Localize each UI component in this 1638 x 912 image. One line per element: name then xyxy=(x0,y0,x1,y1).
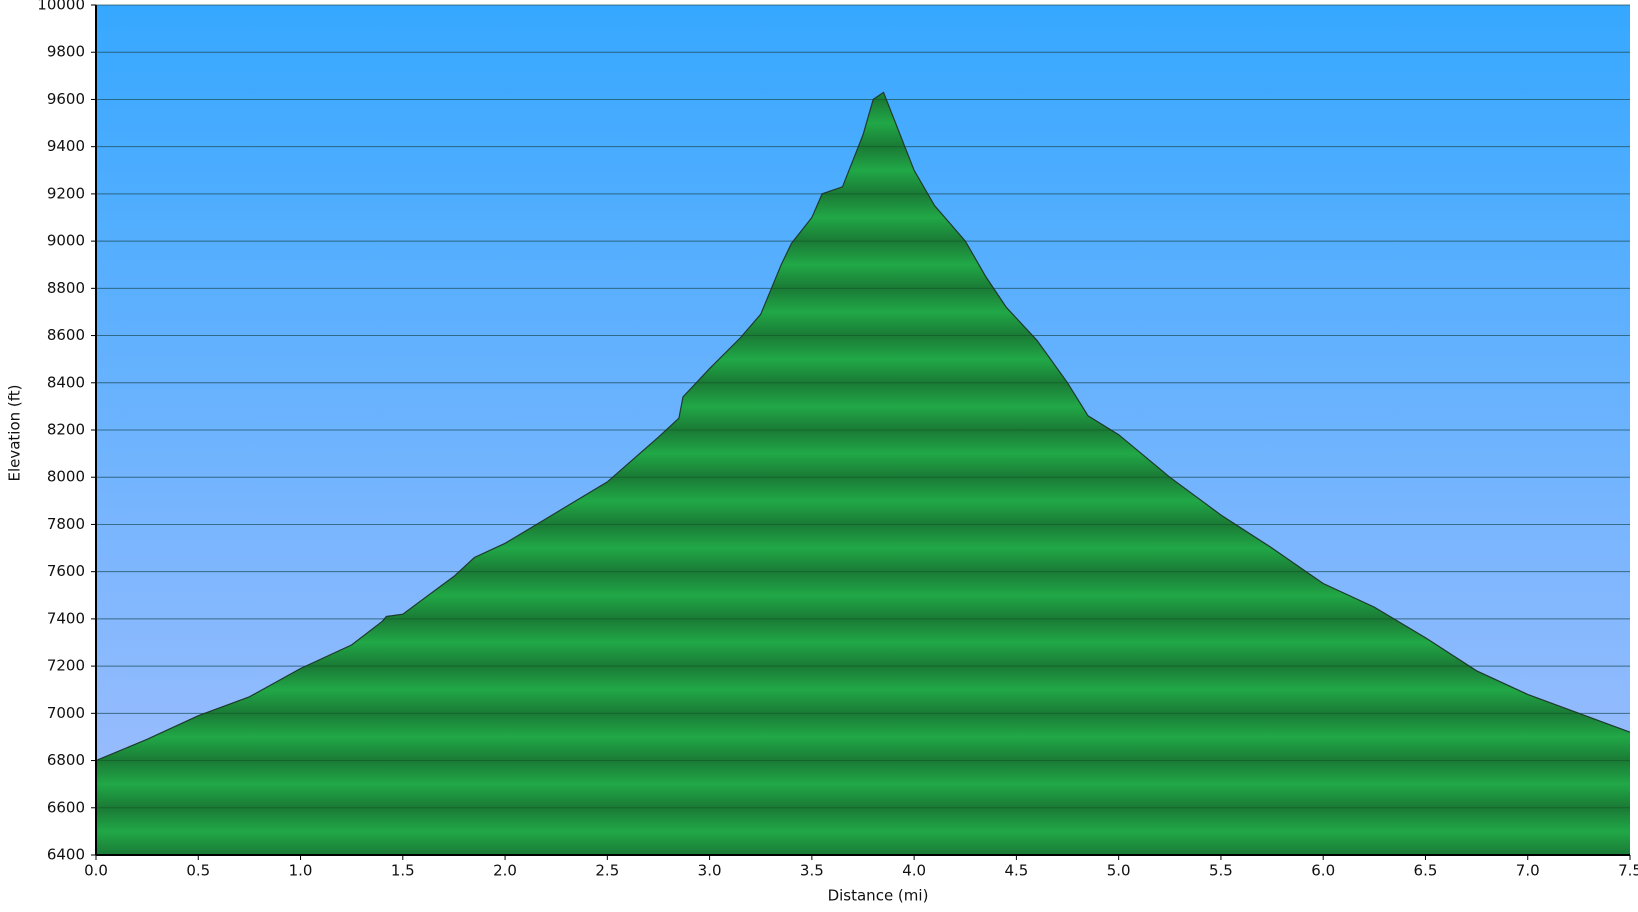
y-tick-label: 8000 xyxy=(47,468,85,486)
x-tick-label: 1.5 xyxy=(391,862,415,880)
y-tick-label: 7800 xyxy=(47,515,85,533)
y-tick-label: 8400 xyxy=(47,373,85,391)
y-axis-title: Elevation (ft) xyxy=(6,384,24,481)
y-tick-label: 10000 xyxy=(37,0,85,14)
x-axis-title: Distance (mi) xyxy=(828,887,929,905)
x-tick-label: 0.5 xyxy=(186,862,210,880)
x-tick-label: 2.5 xyxy=(595,862,619,880)
x-tick-label: 2.0 xyxy=(493,862,517,880)
x-tick-label: 5.5 xyxy=(1209,862,1233,880)
x-tick-label: 7.5 xyxy=(1618,862,1638,880)
y-tick-label: 7400 xyxy=(47,609,85,627)
x-tick-label: 7.0 xyxy=(1516,862,1540,880)
y-tick-label: 7000 xyxy=(47,704,85,722)
x-tick-label: 6.5 xyxy=(1414,862,1438,880)
x-tick-label: 3.5 xyxy=(800,862,824,880)
profile-line xyxy=(95,91,1631,762)
x-tick-label: 4.0 xyxy=(902,862,926,880)
x-tick-label: 1.0 xyxy=(289,862,313,880)
area xyxy=(96,92,1630,855)
x-tick-label: 6.0 xyxy=(1311,862,1335,880)
x-tick-label: 4.5 xyxy=(1004,862,1028,880)
y-tick-label: 9000 xyxy=(47,232,85,250)
y-tick-label: 9800 xyxy=(47,43,85,61)
y-tick-label: 9400 xyxy=(47,137,85,155)
y-tick-label: 7600 xyxy=(47,562,85,580)
y-tick-label: 6600 xyxy=(47,798,85,816)
y-tick-label: 8200 xyxy=(47,421,85,439)
y-tick-label: 6800 xyxy=(47,751,85,769)
y-tick-label: 6400 xyxy=(47,846,85,864)
x-tick-label: 5.0 xyxy=(1107,862,1131,880)
y-tick-label: 9600 xyxy=(47,90,85,108)
y-tick-label: 7200 xyxy=(47,657,85,675)
x-tick-label: 0.0 xyxy=(84,862,108,880)
y-tick-label: 8600 xyxy=(47,326,85,344)
x-tick-label: 3.0 xyxy=(698,862,722,880)
y-tick-label: 8800 xyxy=(47,279,85,297)
y-tick-label: 9200 xyxy=(47,184,85,202)
